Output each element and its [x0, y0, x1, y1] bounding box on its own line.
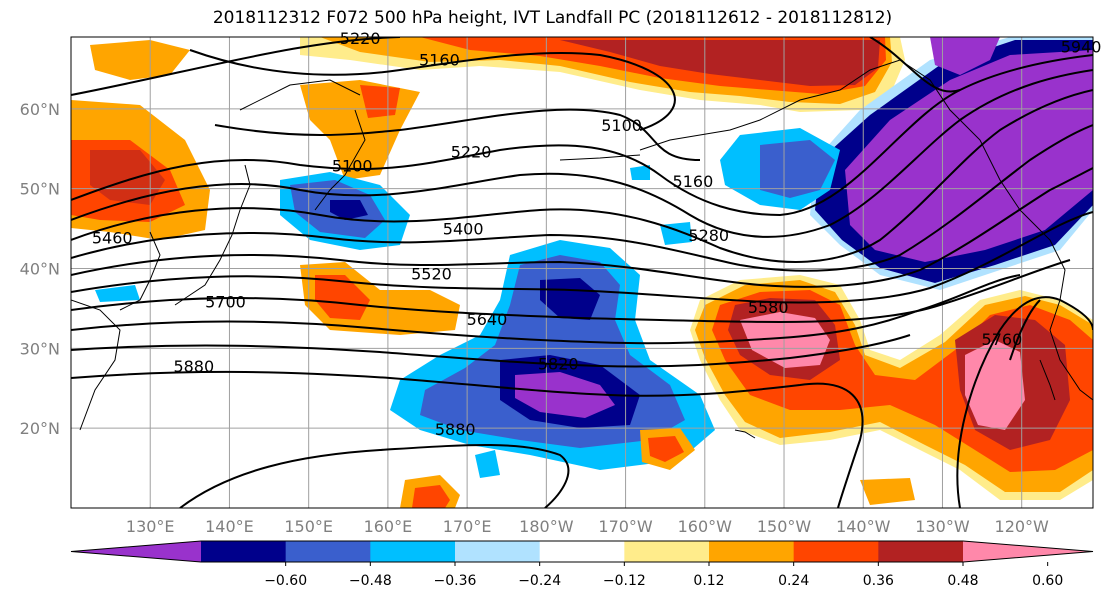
contour-label: 5280	[688, 226, 729, 245]
ivt-negative-region	[540, 278, 600, 320]
contour-label: 5640	[467, 310, 508, 329]
contour-label: 5880	[435, 420, 476, 439]
ivt-positive-region	[560, 40, 880, 86]
contour-label: 5520	[411, 264, 452, 283]
contour-label: 5100	[601, 116, 642, 135]
coastline-kamchatka	[314, 109, 366, 211]
contour-label: 5400	[443, 220, 484, 239]
longitude-label: 170°E	[443, 517, 492, 536]
coastline-alaska	[639, 59, 1021, 211]
contour-label: 5220	[451, 142, 492, 161]
latitude-label: 20°N	[20, 419, 60, 438]
latitude-labels: 60°N 50°N 40°N 30°N 20°N	[20, 100, 60, 438]
ivt-negative-region	[515, 372, 615, 418]
map-title: 2018112312 F072 500 hPa height, IVT Land…	[212, 8, 893, 28]
longitude-label: 140°E	[205, 517, 254, 536]
contour-label: 5940	[1061, 38, 1102, 57]
ivt-negative-region	[930, 37, 1000, 75]
contour-label: 5760	[982, 330, 1023, 349]
contour-label: 5820	[538, 355, 579, 374]
ivt-fill-layer	[71, 37, 1093, 508]
colorbar-segment	[624, 541, 710, 562]
colorbar-tick-label: 0.12	[693, 573, 724, 589]
ivt-positive-region	[90, 40, 190, 80]
longitude-label: 180°W	[519, 517, 574, 536]
ivt-positive-region	[360, 85, 400, 118]
ivt-negative-region	[475, 450, 500, 478]
colorbar-segment	[539, 541, 625, 562]
coastline-hawaii	[734, 429, 756, 439]
colorbar-tick-label: −0.36	[434, 573, 477, 589]
contour-label: 5160	[419, 50, 460, 69]
colorbar-segment	[370, 541, 456, 562]
colorbar-tick-label: 0.24	[778, 573, 809, 589]
ivt-positive-region	[412, 485, 450, 508]
longitude-label: 130°W	[915, 517, 970, 536]
ivt-negative-region	[330, 200, 368, 220]
colorbar-segment	[201, 541, 287, 562]
colorbar-extend-low	[71, 541, 201, 562]
contour-label: 5100	[332, 157, 373, 176]
longitude-label: 150°W	[757, 517, 812, 536]
coastline-north-america	[1019, 209, 1093, 401]
graticule	[71, 37, 1093, 508]
colorbar-segment	[285, 541, 371, 562]
contour-label: 5580	[748, 298, 789, 317]
longitude-labels: 130°E 140°E 150°E 160°E 170°E 180°W 170°W 160°W…	[126, 517, 1049, 536]
longitude-label: 130°E	[126, 517, 175, 536]
contour-labels: 5220 5160 5100 5220 5100 5160 5460 5400 5280 5520…	[92, 29, 1102, 439]
colorbar-tick-label: 0.60	[1032, 573, 1063, 589]
contour-label: 5700	[205, 292, 246, 311]
latitude-label: 40°N	[20, 260, 60, 279]
colorbar: −0.60 −0.48 −0.36 −0.24 −0.12 0.12 0.24 0.36 0.4…	[70, 540, 1094, 589]
longitude-label: 150°E	[284, 517, 333, 536]
latitude-label: 50°N	[20, 180, 60, 199]
coastline-okhotsk	[239, 79, 361, 111]
contour-label: 5160	[673, 172, 714, 191]
latitude-label: 30°N	[20, 339, 60, 358]
longitude-label: 140°W	[836, 517, 891, 536]
colorbar-tick-label: −0.60	[264, 573, 307, 589]
coastline-china	[71, 299, 121, 431]
colorbar-tick-label: −0.12	[603, 573, 646, 589]
colorbar-tick-label: 0.36	[863, 573, 894, 589]
ivt-positive-region	[860, 478, 915, 505]
height-contours	[71, 37, 1093, 508]
colorbar-segment	[793, 541, 879, 562]
coastlines	[71, 59, 1093, 439]
contour-label: 5220	[340, 29, 381, 48]
colorbar-segment	[455, 541, 541, 562]
longitude-label: 160°W	[678, 517, 733, 536]
coastline-japan	[174, 164, 251, 306]
colorbar-outline	[70, 540, 1094, 563]
colorbar-segment	[709, 541, 795, 562]
ivt-positive-region	[315, 275, 370, 320]
contour-label: 5460	[92, 228, 133, 247]
ivt-positive-region	[90, 150, 165, 205]
map-frame	[70, 36, 1094, 509]
latitude-label: 60°N	[20, 100, 60, 119]
colorbar-extend-high	[963, 541, 1093, 562]
coastline-baja	[1039, 359, 1056, 401]
ivt-positive-region	[740, 312, 830, 368]
colorbar-segment	[878, 541, 964, 562]
ivt-positive-region	[965, 340, 1025, 430]
longitude-label: 170°W	[598, 517, 653, 536]
longitude-label: 160°E	[364, 517, 413, 536]
colorbar-tick-label: 0.48	[947, 573, 978, 589]
ivt-positive-region	[648, 436, 684, 462]
ivt-negative-region	[630, 165, 650, 180]
longitude-label: 120°W	[995, 517, 1050, 536]
contour-label: 5880	[173, 357, 214, 376]
colorbar-tick-label: −0.24	[518, 573, 561, 589]
ivt-negative-region	[760, 140, 835, 198]
colorbar-tick-label: −0.48	[349, 573, 392, 589]
ivt-negative-region	[95, 285, 140, 302]
